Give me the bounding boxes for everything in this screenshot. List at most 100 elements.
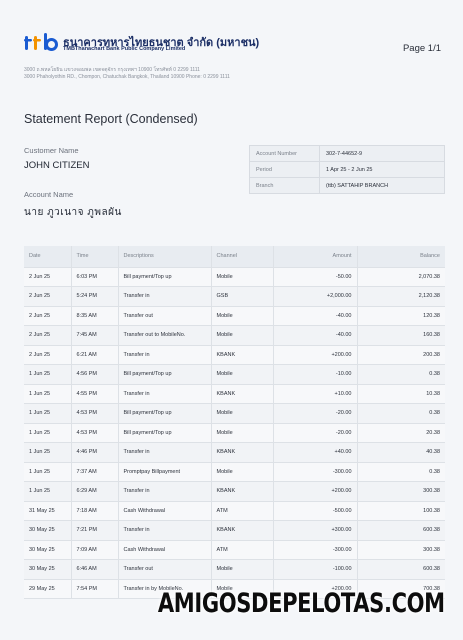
cell-date: 29 May 25 <box>24 579 72 599</box>
cell-balance: 0.38 <box>357 364 445 385</box>
cell-amount: -20.00 <box>273 403 358 424</box>
cell-date: 2 Jun 25 <box>24 286 72 307</box>
cell-date: 30 May 25 <box>24 520 72 541</box>
cell-balance: 120.38 <box>357 306 445 326</box>
branch-row: Branch (ttb) SATTAHIP BRANCH <box>249 177 445 194</box>
cell-channel: Mobile <box>211 423 274 443</box>
cell-date: 2 Jun 25 <box>24 306 72 326</box>
cell-time: 7:37 AM <box>71 462 119 482</box>
cell-description: Transfer out <box>118 306 212 326</box>
cell-amount: -50.00 <box>273 267 358 287</box>
cell-channel: Mobile <box>211 306 274 326</box>
table-row: 30 May 25 6:46 AM Transfer out Mobile -100.0… <box>24 559 445 580</box>
cell-date: 1 Jun 25 <box>24 462 72 482</box>
cell-description: Transfer out to MobileNo. <box>118 325 212 346</box>
customer-name: JOHN CITIZEN <box>24 160 90 171</box>
account-name-label: Account Name <box>24 190 74 199</box>
cell-channel: KBANK <box>211 345 274 365</box>
cell-description: Transfer in <box>118 481 212 502</box>
cell-channel: KBANK <box>211 481 274 502</box>
cell-description: Transfer in <box>118 442 212 463</box>
cell-balance: 20.38 <box>357 423 445 443</box>
cell-time: 7:45 AM <box>71 325 119 346</box>
cell-balance: 160.38 <box>357 325 445 346</box>
cell-amount: +40.00 <box>273 442 358 463</box>
account-number-row: Account Number 302-7-44652-9 <box>249 145 445 162</box>
report-title: Statement Report (Condensed) <box>24 112 198 126</box>
cell-balance: 0.38 <box>357 403 445 424</box>
table-row: 2 Jun 25 6:21 AM Transfer in KBANK +200.00 20… <box>24 345 445 365</box>
header-time: Time <box>71 246 119 268</box>
cell-time: 5:24 PM <box>71 286 119 307</box>
cell-date: 1 Jun 25 <box>24 423 72 443</box>
cell-time: 6:46 AM <box>71 559 119 580</box>
cell-date: 1 Jun 25 <box>24 442 72 463</box>
table-row: 2 Jun 25 6:03 PM Bill payment/Top up Mobile… <box>24 267 445 287</box>
cell-channel: KBANK <box>211 520 274 541</box>
cell-balance: 700.38 <box>357 579 445 599</box>
table-row: 30 May 25 7:21 PM Transfer in KBANK +300.00 6… <box>24 520 445 541</box>
table-row: 2 Jun 25 8:35 AM Transfer out Mobile -40.00 1… <box>24 306 445 326</box>
address-th: 3000 ถ.พหลโยธิน แขวงจอมพล เขตจตุจักร กรุ… <box>24 67 200 73</box>
cell-description: Bill payment/Top up <box>118 403 212 424</box>
cell-description: Bill payment/Top up <box>118 267 212 287</box>
transactions-table: Date Time Descriptions Channel Amount Ba… <box>24 246 445 599</box>
period-row: Period 1 Apr 25 - 2 Jun 25 <box>249 161 445 178</box>
cell-amount: -300.00 <box>273 540 358 560</box>
cell-time: 6:03 PM <box>71 267 119 287</box>
customer-name-label: Customer Name <box>24 146 79 155</box>
cell-amount: -40.00 <box>273 325 358 346</box>
cell-amount: +200.00 <box>273 481 358 502</box>
header-amount: Amount <box>273 246 358 268</box>
address-en: 3000 Phaholyothin RD., Chompon, Chatucha… <box>24 74 230 80</box>
branch-label: Branch <box>249 177 320 194</box>
cell-time: 7:18 AM <box>71 501 119 521</box>
cell-description: Cash Withdrawal <box>118 501 212 521</box>
period-value: 1 Apr 25 - 2 Jun 25 <box>319 161 445 178</box>
period-label: Period <box>249 161 320 178</box>
cell-channel: Mobile <box>211 364 274 385</box>
cell-description: Cash Withdrawal <box>118 540 212 560</box>
cell-description: Transfer in <box>118 286 212 307</box>
cell-date: 1 Jun 25 <box>24 364 72 385</box>
cell-time: 6:29 AM <box>71 481 119 502</box>
transactions-body: 2 Jun 25 6:03 PM Bill payment/Top up Mobile… <box>24 267 445 599</box>
cell-time: 7:54 PM <box>71 579 119 599</box>
cell-balance: 600.38 <box>357 559 445 580</box>
cell-date: 1 Jun 25 <box>24 403 72 424</box>
cell-balance: 10.38 <box>357 384 445 404</box>
cell-balance: 300.38 <box>357 481 445 502</box>
cell-date: 2 Jun 25 <box>24 325 72 346</box>
cell-date: 1 Jun 25 <box>24 481 72 502</box>
account-info-table: Account Number 302-7-44652-9 Period 1 Ap… <box>249 145 445 194</box>
cell-description: Transfer in <box>118 384 212 404</box>
table-row: 1 Jun 25 4:53 PM Bill payment/Top up Mobile… <box>24 403 445 424</box>
cell-amount: -40.00 <box>273 306 358 326</box>
header-date: Date <box>24 246 72 268</box>
bank-name-th: ธนาคารทหารไทยธนชาต จำกัด (มหาชน) <box>63 37 260 49</box>
table-header-row: Date Time Descriptions Channel Amount Ba… <box>24 246 445 268</box>
cell-balance: 2,120.38 <box>357 286 445 307</box>
cell-amount: +200.00 <box>273 579 358 599</box>
table-row: 1 Jun 25 7:37 AM Promptpay Billpayment Mobi… <box>24 462 445 482</box>
cell-channel: KBANK <box>211 384 274 404</box>
cell-date: 30 May 25 <box>24 540 72 560</box>
cell-time: 4:55 PM <box>71 384 119 404</box>
cell-time: 8:35 AM <box>71 306 119 326</box>
cell-date: 30 May 25 <box>24 559 72 580</box>
cell-description: Transfer out <box>118 559 212 580</box>
cell-channel: Mobile <box>211 403 274 424</box>
cell-balance: 2,070.38 <box>357 267 445 287</box>
cell-amount: -500.00 <box>273 501 358 521</box>
cell-time: 6:21 AM <box>71 345 119 365</box>
cell-amount: -20.00 <box>273 423 358 443</box>
cell-date: 1 Jun 25 <box>24 384 72 404</box>
table-row: 1 Jun 25 4:53 PM Bill payment/Top up Mobile… <box>24 423 445 443</box>
cell-balance: 300.38 <box>357 540 445 560</box>
cell-channel: Mobile <box>211 462 274 482</box>
cell-channel: Mobile <box>211 559 274 580</box>
table-row: 30 May 25 7:09 AM Cash Withdrawal ATM -300.0… <box>24 540 445 560</box>
cell-amount: +2,000.00 <box>273 286 358 307</box>
cell-channel: Mobile <box>211 579 274 599</box>
header-balance: Balance <box>357 246 445 268</box>
